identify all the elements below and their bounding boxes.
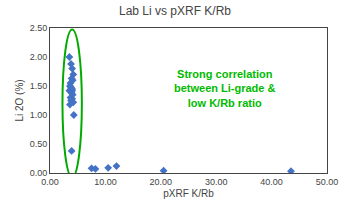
svg-text:pXRF K/Rb: pXRF K/Rb [163,188,214,199]
svg-text:0.00: 0.00 [41,177,59,187]
svg-text:0.50: 0.50 [30,139,48,149]
svg-text:Li 2O (%): Li 2O (%) [14,79,25,121]
svg-text:0.00: 0.00 [30,168,48,178]
svg-text:2.00: 2.00 [30,52,48,62]
svg-text:10.00: 10.00 [94,177,117,187]
svg-text:1.00: 1.00 [30,110,48,120]
svg-text:Lab Li vs pXRF K/Rb: Lab Li vs pXRF K/Rb [119,4,231,18]
svg-text:Strong correlationbetween Li-g: Strong correlationbetween Li-grade &low … [174,68,276,109]
svg-text:20.00: 20.00 [150,177,173,187]
svg-text:1.50: 1.50 [30,81,48,91]
svg-text:2.50: 2.50 [30,23,48,33]
svg-text:40.00: 40.00 [260,177,283,187]
svg-text:30.00: 30.00 [205,177,228,187]
svg-text:50.00: 50.00 [316,177,339,187]
